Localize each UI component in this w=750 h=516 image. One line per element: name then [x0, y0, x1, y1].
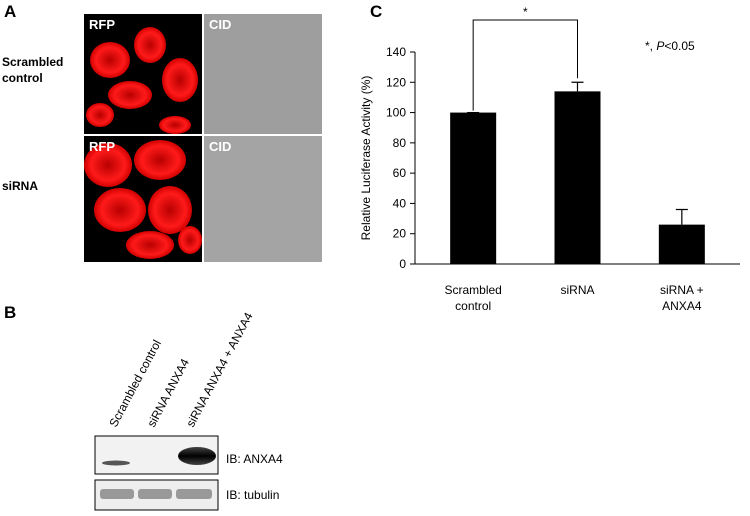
x-tick-label: siRNA [560, 283, 594, 297]
y-tick-label: 140 [386, 45, 406, 59]
lane-label: siRNA ANXA4 + ANXA4 [183, 310, 255, 430]
panel-label: C [370, 2, 382, 21]
y-tick-label: 40 [393, 196, 407, 210]
y-tick-label: 0 [399, 257, 406, 271]
y-axis-title: Relative Luciferase Activity (%) [359, 76, 373, 241]
image-label: RFP [89, 17, 115, 32]
image-label: RFP [89, 139, 115, 154]
western-blot [94, 435, 219, 511]
y-tick-label: 100 [386, 106, 406, 120]
bar [450, 112, 497, 264]
row-label: Scrambled control [2, 55, 63, 85]
error-bar [675, 208, 688, 225]
x-tick-label: Scrambled control [444, 283, 501, 313]
bar-chart: 0 20 40 60 80 100 120 140 Scrambled control siRNA s… [386, 5, 740, 313]
annotation-part: <0.05 [664, 39, 695, 53]
y-tick-label: 120 [386, 75, 406, 89]
y-tick-label: 80 [393, 136, 407, 150]
annotation-part: P [656, 39, 664, 53]
significance-mark: * [523, 5, 528, 19]
bar [658, 224, 705, 264]
panel-label: A [4, 2, 16, 21]
annotation: *, P<0.05 [645, 39, 695, 53]
blot-label: IB: tubulin [226, 488, 279, 502]
error-bar [571, 81, 584, 92]
y-tick-label: 20 [393, 227, 407, 241]
annotation-part: *, [645, 39, 656, 53]
x-tick-label: siRNA + ANXA4 [660, 283, 704, 313]
micrographs [84, 14, 322, 262]
row-label: siRNA [2, 179, 38, 193]
y-tick-label: 60 [393, 166, 407, 180]
blot-label: IB: ANXA4 [226, 452, 283, 466]
image-label: CID [209, 17, 231, 32]
image-label: CID [209, 139, 231, 154]
significance-bracket [472, 19, 578, 111]
panel-label: B [4, 303, 16, 322]
bar [554, 91, 601, 264]
